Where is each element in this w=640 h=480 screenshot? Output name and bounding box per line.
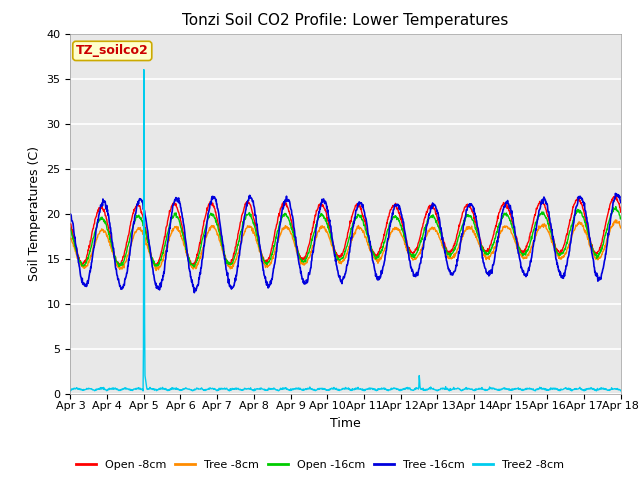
Open -16cm: [189, 262, 196, 267]
Tree -16cm: [612, 191, 620, 196]
Open -8cm: [611, 193, 618, 199]
Open -8cm: [67, 221, 74, 227]
Tree2 -8cm: [552, 386, 560, 392]
Open -16cm: [504, 212, 511, 218]
Tree -8cm: [251, 232, 259, 238]
Open -16cm: [552, 247, 559, 253]
Line: Tree -16cm: Tree -16cm: [70, 193, 621, 293]
Title: Tonzi Soil CO2 Profile: Lower Temperatures: Tonzi Soil CO2 Profile: Lower Temperatur…: [182, 13, 509, 28]
Line: Open -16cm: Open -16cm: [70, 206, 621, 267]
Open -16cm: [67, 225, 74, 231]
Line: Open -8cm: Open -8cm: [70, 196, 621, 266]
Open -16cm: [175, 219, 183, 225]
Tree2 -8cm: [140, 67, 148, 72]
Open -8cm: [251, 222, 259, 228]
Tree -16cm: [617, 200, 625, 205]
Tree -8cm: [431, 227, 439, 233]
Line: Tree2 -8cm: Tree2 -8cm: [70, 70, 621, 391]
Legend: Open -8cm, Tree -8cm, Open -16cm, Tree -16cm, Tree2 -8cm: Open -8cm, Tree -8cm, Open -16cm, Tree -…: [72, 456, 568, 474]
Tree -8cm: [176, 228, 184, 233]
Tree -16cm: [175, 199, 183, 204]
Open -16cm: [190, 264, 198, 270]
Tree2 -8cm: [177, 387, 184, 393]
Tree -8cm: [612, 217, 620, 223]
Tree2 -8cm: [504, 386, 511, 392]
Open -8cm: [617, 209, 625, 215]
Tree2 -8cm: [432, 387, 440, 393]
Tree -8cm: [617, 225, 625, 231]
Tree -8cm: [552, 251, 559, 256]
Tree -16cm: [189, 283, 196, 289]
Tree -16cm: [191, 290, 198, 296]
Text: TZ_soilco2: TZ_soilco2: [76, 44, 148, 58]
Tree -16cm: [251, 208, 259, 214]
Open -8cm: [189, 263, 197, 268]
Tree -16cm: [504, 200, 511, 206]
Open -16cm: [617, 216, 625, 221]
Tree -8cm: [152, 268, 160, 274]
Tree2 -8cm: [67, 388, 74, 394]
Tree -8cm: [189, 266, 197, 272]
Open -8cm: [176, 215, 184, 221]
Tree2 -8cm: [617, 388, 625, 394]
Tree -16cm: [431, 203, 439, 209]
Open -16cm: [612, 204, 620, 209]
Y-axis label: Soil Temperatures (C): Soil Temperatures (C): [28, 146, 41, 281]
Open -8cm: [552, 246, 559, 252]
Open -16cm: [431, 216, 439, 222]
Tree2 -8cm: [189, 387, 197, 393]
Open -16cm: [251, 224, 259, 230]
Tree2 -8cm: [252, 387, 259, 393]
Open -8cm: [431, 208, 439, 214]
Open -8cm: [79, 263, 86, 269]
Tree -8cm: [67, 236, 74, 241]
Open -8cm: [504, 205, 511, 211]
Tree2 -8cm: [140, 388, 147, 394]
Tree -16cm: [552, 255, 559, 261]
Tree -16cm: [67, 211, 74, 217]
Line: Tree -8cm: Tree -8cm: [70, 220, 621, 271]
Tree -8cm: [504, 224, 511, 230]
X-axis label: Time: Time: [330, 417, 361, 430]
